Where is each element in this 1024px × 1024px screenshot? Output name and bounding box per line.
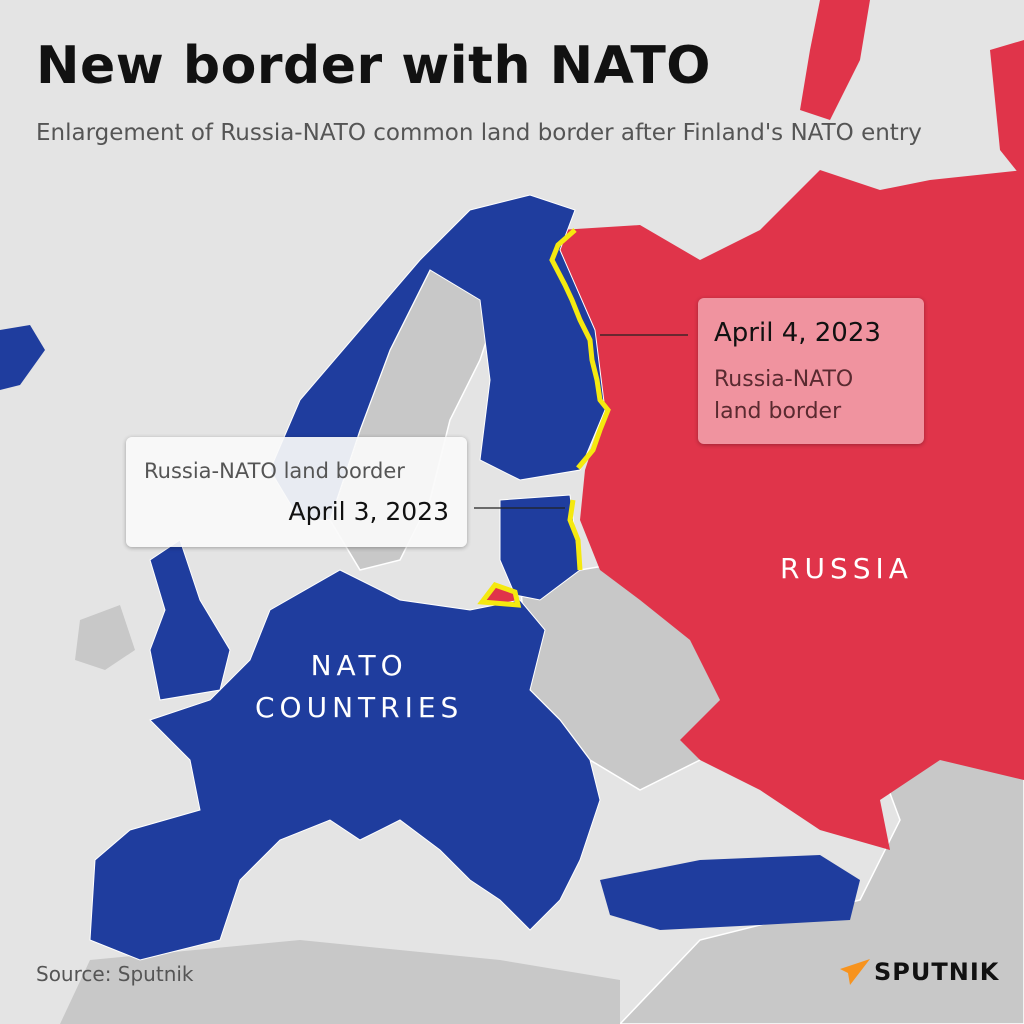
finland-russia-border [549,228,611,470]
sputnik-logo: SPUTNIK [840,958,999,986]
logo-text: SPUTNIK [874,958,1000,986]
callout-date: April 4, 2023 [714,318,881,348]
britain [149,539,231,701]
novaya-zemlya [800,0,870,120]
baltic-russia-border [567,499,583,571]
baltics [499,494,581,601]
callout-label: Russia-NATO land border [144,459,405,483]
region-label-nato: NATO COUNTRIES [255,645,463,729]
source-text: Source: Sputnik [36,962,194,986]
page-subtitle: Enlargement of Russia-NATO common land b… [36,120,922,146]
sputnik-arrow-icon [840,959,870,985]
kaliningrad-border [477,582,522,608]
callout-date: April 3, 2023 [288,497,449,526]
western-europe [89,569,601,961]
iceland [0,325,45,390]
callout-finland-border: April 4, 2023 Russia-NATO land border [698,298,924,444]
nato-label-line2: COUNTRIES [255,691,464,724]
turkey [600,855,860,930]
nato-label-line1: NATO [310,649,408,682]
region-label-russia: RUSSIA [780,552,913,585]
north-africa [60,940,620,1024]
arctic-island [990,40,1024,180]
ireland [75,605,135,670]
callout-label: Russia-NATO land border [714,367,854,424]
callout-baltic-border: Russia-NATO land border April 3, 2023 [126,437,467,547]
page-title: New border with NATO [36,36,712,96]
